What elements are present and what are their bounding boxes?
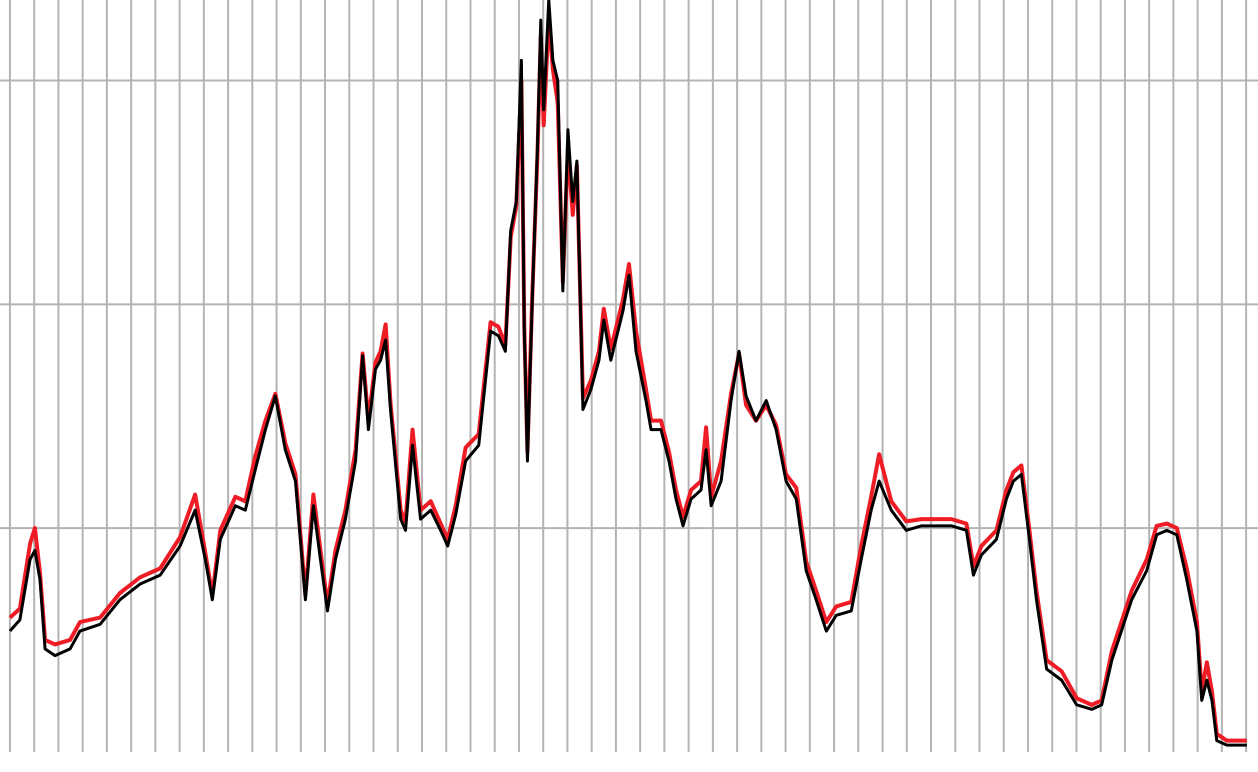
series-line xyxy=(8,0,1247,747)
series-line xyxy=(8,15,1247,743)
